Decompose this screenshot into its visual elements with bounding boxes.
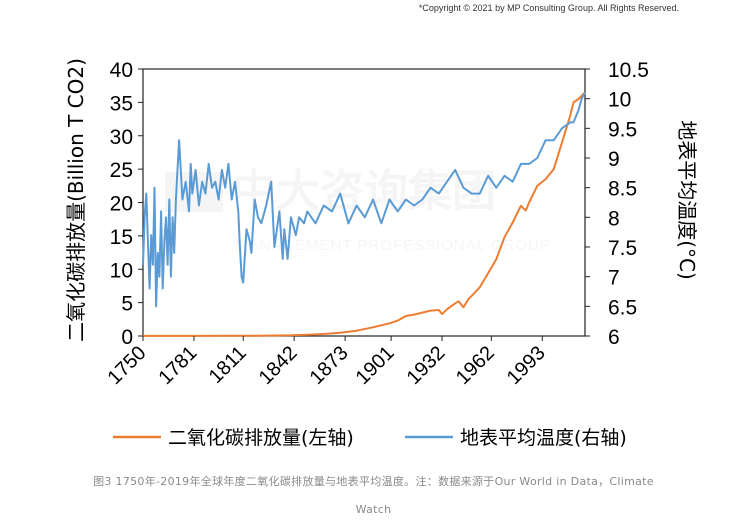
- y-left-tick-label: 5: [121, 293, 133, 316]
- y-left-tick-label: 40: [110, 59, 133, 82]
- y-right-tick-label: 7: [608, 267, 620, 290]
- y-left-tick-label: 25: [110, 159, 133, 182]
- x-tick-label: 1873: [306, 342, 353, 389]
- y-right-tick-label: 10.5: [608, 59, 649, 82]
- y-right-tick-label: 8.5: [608, 178, 637, 201]
- x-tick-label: 1781: [154, 342, 201, 389]
- x-tick-label: 1993: [503, 342, 550, 389]
- series-line-0: [143, 91, 586, 337]
- y-right-tick-label: 10: [608, 89, 631, 112]
- watermark-en: MANAGEMENT PROFESSIONAL GROUP: [235, 237, 551, 254]
- y-left-tick-label: 15: [110, 226, 133, 249]
- y-left-tick-label: 0: [121, 326, 133, 349]
- y-right-tick-label: 6.5: [608, 296, 637, 319]
- y-right-tick-label: 7.5: [608, 237, 637, 260]
- legend-label-1: 地表平均温度(右轴): [460, 427, 627, 449]
- y-axis-left-label: 二氧化碳排放量(Billion T CO2): [64, 58, 88, 342]
- y-left-tick-label: 10: [110, 259, 133, 282]
- x-tick-label: 1962: [452, 342, 499, 389]
- y-left-tick-label: 20: [110, 193, 133, 216]
- x-tick-label: 1842: [255, 342, 302, 389]
- y-right-tick-label: 8: [608, 207, 620, 230]
- x-tick-label: 1901: [352, 342, 399, 389]
- tick-labels: 0 5 10 15 20 25 30 35 40 6 6.5 7 7.5 8 8.5 9 9.5 10 10.5 17…: [104, 59, 649, 389]
- y-left-tick-label: 30: [110, 126, 133, 149]
- series-lines: [142, 91, 586, 337]
- x-tick-label: 1932: [403, 342, 450, 389]
- copyright-notice: *Copyright © 2021 by MP Consulting Group…: [418, 3, 679, 13]
- y-right-tick-label: 9.5: [608, 118, 637, 141]
- legend: 二氧化碳排放量(左轴) 地表平均温度(右轴): [113, 427, 627, 449]
- series-line-1: [142, 92, 586, 308]
- x-tick-label: 1750: [104, 342, 151, 389]
- caption-line-1: 图3 1750年-2019年全球年度二氧化碳排放量与地表平均温度。注：数据来源于…: [93, 475, 654, 488]
- y-right-tick-label: 6: [608, 326, 620, 349]
- legend-label-0: 二氧化碳排放量(左轴): [168, 427, 354, 449]
- caption-line-2: Watch: [355, 503, 392, 516]
- y-left-tick-label: 35: [110, 92, 133, 115]
- y-axis-right-label: 地表平均温度(°C): [675, 120, 699, 280]
- y-right-tick-label: 9: [608, 148, 620, 171]
- x-tick-label: 1811: [205, 342, 251, 388]
- chart: 中大咨询集团 MANAGEMENT PROFESSIONAL GROUP 051…: [64, 58, 699, 449]
- figure-caption: 图3 1750年-2019年全球年度二氧化碳排放量与地表平均温度。注：数据来源于…: [0, 468, 747, 524]
